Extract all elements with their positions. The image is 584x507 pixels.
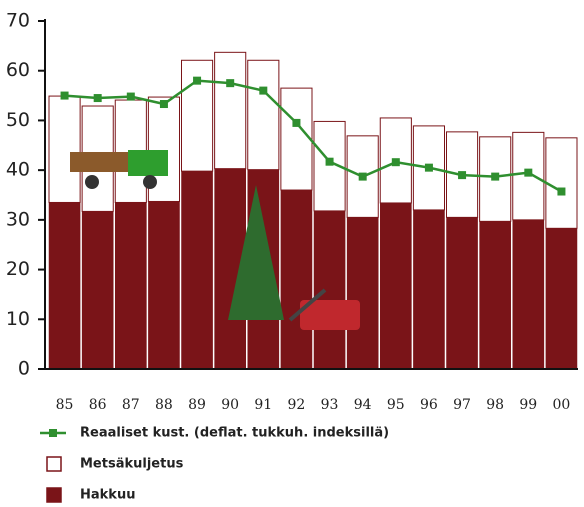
- tree: [228, 185, 284, 320]
- x-tick-label: 94: [354, 397, 372, 413]
- decoration: [70, 150, 360, 330]
- bar-segment: [280, 190, 313, 369]
- x-tick-label: 88: [155, 397, 173, 413]
- x-tick-label: 91: [254, 397, 272, 413]
- legend-swatch: [46, 487, 62, 503]
- legend-marker: [49, 429, 57, 437]
- y-tick-label: 50: [6, 109, 30, 131]
- bar-segment: [545, 137, 578, 229]
- x-tick-label: 85: [56, 397, 74, 413]
- bar-segment: [545, 228, 578, 369]
- harvester-boom: [288, 288, 327, 322]
- y-tick-label: 30: [6, 208, 30, 230]
- line: [64, 79, 563, 193]
- forwarder-load: [70, 152, 132, 172]
- bar-segment: [81, 211, 114, 369]
- wheel: [143, 175, 157, 189]
- bar-segment: [413, 209, 445, 369]
- y-tick-label: 10: [6, 308, 30, 330]
- line-marker: [391, 158, 400, 167]
- bar-segment: [181, 171, 213, 369]
- bar-segment: [48, 202, 81, 369]
- bar-segment: [346, 217, 379, 369]
- line-marker: [358, 172, 367, 181]
- bar-segment: [247, 59, 280, 171]
- line-marker: [424, 163, 433, 172]
- bar-segment: [313, 210, 346, 369]
- x-tick-label: 96: [420, 397, 438, 413]
- x-tick-label: 99: [519, 397, 537, 413]
- y-tick-label: 0: [18, 358, 30, 380]
- x-tick-label: 98: [486, 397, 504, 413]
- y-tick-label: 70: [6, 10, 30, 32]
- line-marker: [60, 91, 69, 100]
- line-marker: [226, 79, 235, 88]
- line-marker: [491, 172, 500, 181]
- line-marker: [292, 118, 301, 127]
- x-tick-label: 93: [321, 397, 339, 413]
- bar-segment: [479, 221, 511, 369]
- x-tick-label: 97: [453, 397, 471, 413]
- line-marker: [524, 168, 533, 177]
- line-marker: [458, 171, 467, 180]
- bar-segment: [446, 217, 478, 369]
- line-marker: [93, 94, 102, 103]
- x-tick-label: 89: [188, 397, 206, 413]
- bar-segment: [115, 202, 147, 369]
- y-tick-label: 40: [6, 159, 30, 181]
- legend-label: Reaaliset kust. (deflat. tukkuh. indeksi…: [80, 426, 389, 441]
- x-tick-label: 87: [122, 397, 140, 413]
- bars: [48, 51, 578, 369]
- legend-label: Metsäkuljetus: [80, 457, 184, 472]
- line-marker: [557, 187, 566, 196]
- legend-label: Hakkuu: [80, 488, 135, 503]
- bar-segment: [148, 201, 180, 369]
- line-marker: [259, 86, 268, 95]
- bar-segment: [380, 202, 412, 369]
- line-marker: [325, 157, 334, 166]
- bar-segment: [280, 87, 313, 191]
- legend-swatch: [46, 456, 62, 472]
- x-tick-label: 90: [221, 397, 239, 413]
- x-tick-label: 00: [553, 397, 571, 413]
- harvester: [300, 300, 360, 330]
- wheel: [85, 175, 99, 189]
- y-tick-label: 20: [6, 258, 30, 280]
- y-tick-label: 60: [6, 59, 30, 81]
- forwarder-cab: [128, 150, 168, 176]
- bar-segment: [214, 51, 247, 170]
- line-marker: [159, 100, 168, 109]
- line-marker: [126, 92, 135, 101]
- x-tick-label: 92: [288, 397, 306, 413]
- line-marker: [193, 76, 202, 85]
- x-tick-label: 86: [89, 397, 107, 413]
- x-tick-label: 95: [387, 397, 405, 413]
- bar-segment: [512, 219, 545, 369]
- bar-segment: [48, 95, 81, 203]
